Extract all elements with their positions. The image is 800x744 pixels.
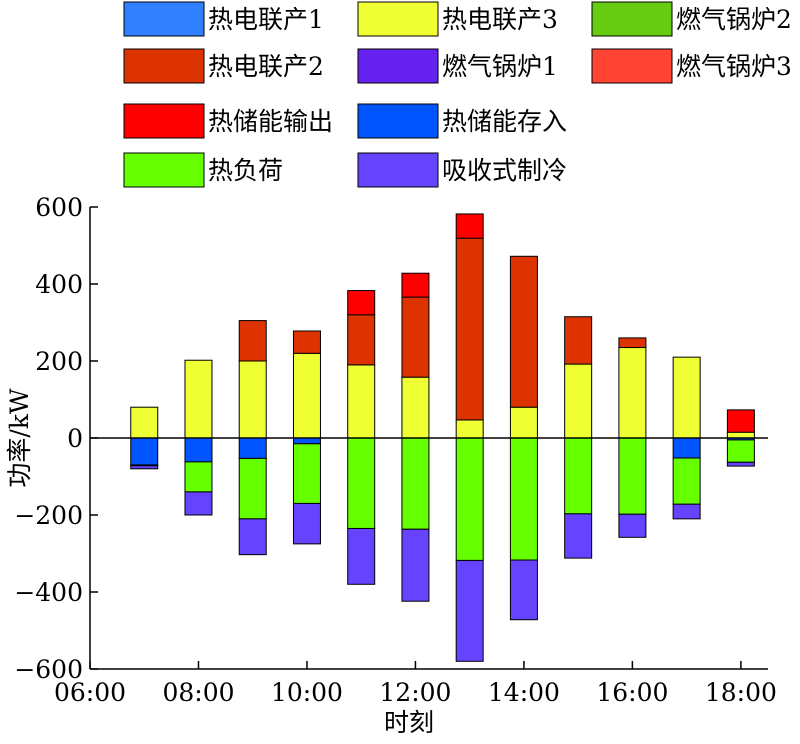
- x-tick-label: 10:00: [271, 678, 343, 707]
- bar-segment: [509, 406, 538, 439]
- bar-segment: [455, 559, 484, 662]
- y-tick-label: 200: [35, 347, 83, 376]
- bar-segment: [672, 457, 701, 505]
- bar-segment: [618, 513, 647, 538]
- legend-swatch: [357, 48, 439, 84]
- bar-segment: [455, 213, 484, 239]
- bar-segment: [184, 437, 213, 463]
- bar-segment: [292, 352, 321, 439]
- bar-segment: [184, 491, 213, 516]
- legend-swatch: [591, 48, 673, 84]
- x-tick-label: 14:00: [488, 678, 560, 707]
- x-tick-label: 16:00: [596, 678, 668, 707]
- bar-segment: [238, 320, 267, 362]
- bar-segment: [401, 296, 430, 378]
- x-axis-title: 时刻: [384, 708, 434, 737]
- bar-segment: [184, 461, 213, 493]
- bar-segment: [238, 457, 267, 520]
- bar-segment: [292, 437, 321, 445]
- legend-label: 热电联产2: [208, 52, 324, 81]
- bar-segment: [401, 376, 430, 439]
- bar-segment: [509, 437, 538, 561]
- bar-segment: [509, 255, 538, 408]
- bar-segment: [130, 437, 159, 466]
- x-tick-label: 06:00: [54, 678, 126, 707]
- bar-segment: [564, 437, 593, 515]
- bar-segment: [130, 406, 159, 439]
- bar-segment: [618, 347, 647, 439]
- legend-swatch: [591, 1, 673, 37]
- bar-segment: [184, 359, 213, 439]
- legend-label: 热电联产1: [208, 5, 324, 34]
- bar-segment: [672, 356, 701, 439]
- bar-segment: [347, 290, 376, 316]
- legend-label: 燃气锅炉2: [676, 5, 792, 34]
- bar-segment: [401, 437, 430, 530]
- bar-segment: [618, 437, 647, 515]
- bar-segment: [347, 437, 376, 529]
- legend-swatch: [123, 152, 205, 188]
- bar-segment: [347, 364, 376, 439]
- bar-segment: [726, 431, 755, 439]
- legend-swatch: [357, 103, 439, 139]
- legend-label: 燃气锅炉3: [676, 52, 792, 81]
- bar-segment: [401, 528, 430, 602]
- bar-segment: [130, 465, 159, 470]
- bar-segment: [726, 461, 755, 467]
- bar-segment: [726, 409, 755, 433]
- bar-segment: [401, 272, 430, 298]
- bar-segment: [238, 360, 267, 439]
- y-axis-title: 功率/kW: [5, 388, 34, 488]
- x-tick-label: 18:00: [705, 678, 777, 707]
- bar-segment: [455, 437, 484, 561]
- legend-swatch: [357, 1, 439, 37]
- legend-label: 热储能输出: [208, 107, 333, 136]
- legend-label: 燃气锅炉1: [442, 52, 558, 81]
- bar-segment: [672, 503, 701, 520]
- bar-segment: [347, 527, 376, 585]
- bar-segment: [564, 513, 593, 559]
- x-tick-label: 08:00: [162, 678, 234, 707]
- bar-segment: [618, 337, 647, 349]
- legend-label: 吸收式制冷: [442, 156, 567, 185]
- bar-segment: [238, 437, 267, 459]
- legend-swatch: [357, 152, 439, 188]
- y-tick-label: 400: [35, 270, 83, 299]
- x-tick-label: 12:00: [379, 678, 451, 707]
- bar-segment: [509, 559, 538, 621]
- bar-segment: [238, 518, 267, 556]
- legend-label: 热电联产3: [442, 5, 558, 34]
- bar-segment: [564, 316, 593, 365]
- legend-label: 热负荷: [208, 156, 283, 185]
- bar-segment: [726, 439, 755, 463]
- bar-segment: [455, 419, 484, 439]
- legend-swatch: [123, 1, 205, 37]
- bar-segment: [564, 363, 593, 439]
- bar-segment: [292, 443, 321, 504]
- y-tick-label: 0: [67, 424, 83, 453]
- bar-segment: [347, 314, 376, 366]
- bar-segment: [292, 502, 321, 545]
- y-tick-label: −600: [14, 655, 83, 684]
- bar-segment: [292, 330, 321, 354]
- legend-swatch: [123, 48, 205, 84]
- legend-label: 热储能存入: [442, 107, 567, 136]
- bar-segment: [672, 437, 701, 459]
- legend-swatch: [123, 103, 205, 139]
- y-tick-label: −400: [14, 578, 83, 607]
- y-tick-label: −200: [14, 501, 83, 530]
- y-tick-label: 600: [35, 193, 83, 222]
- bar-segment: [455, 237, 484, 421]
